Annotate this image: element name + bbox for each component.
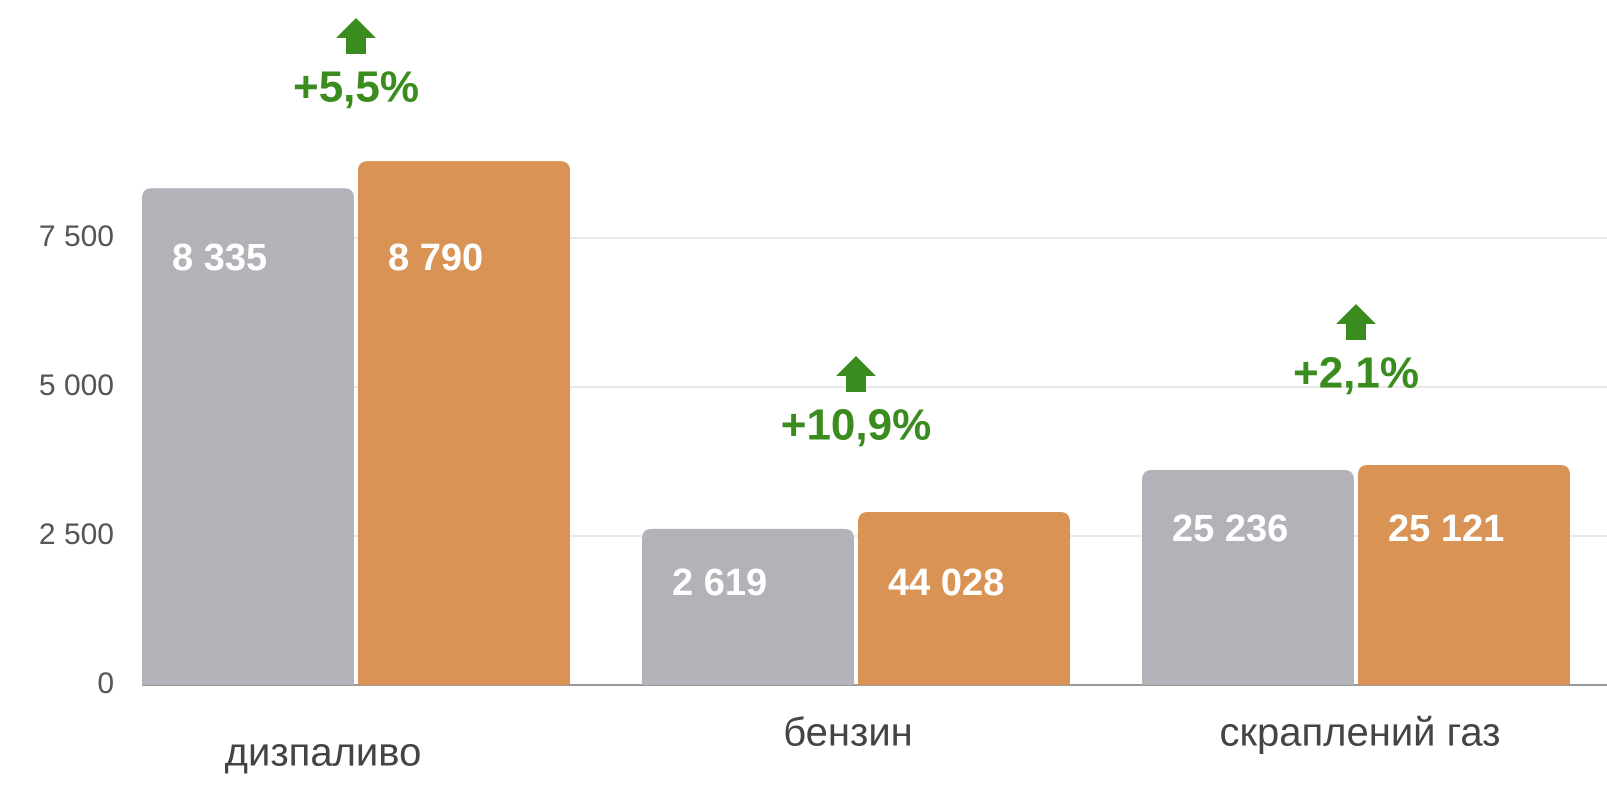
x-tick-label: бензин xyxy=(783,711,913,755)
change-label: +10,9% xyxy=(781,401,931,450)
bar-label: 25 121 xyxy=(1388,508,1504,550)
bar-label: 44 028 xyxy=(888,562,1004,604)
y-tick-label: 0 xyxy=(97,667,114,700)
change-label: +2,1% xyxy=(1293,349,1419,398)
bar-label: 25 236 xyxy=(1172,508,1288,550)
y-tick-label: 5 000 xyxy=(39,369,114,402)
y-tick-label: 2 500 xyxy=(39,518,114,551)
up-arrow xyxy=(336,18,376,54)
bar-label: 2 619 xyxy=(672,562,767,604)
bar xyxy=(358,161,570,686)
bar xyxy=(1358,465,1570,685)
x-tick-label: скраплений газ xyxy=(1220,711,1501,755)
bar-label: 8 335 xyxy=(172,237,267,279)
bar xyxy=(642,528,854,685)
bar xyxy=(858,511,1070,685)
change-label: +5,5% xyxy=(293,63,419,112)
up-arrow xyxy=(836,356,876,392)
bar xyxy=(1142,470,1354,685)
y-tick-label: 7 500 xyxy=(39,220,114,253)
x-tick-label: дизпаливо xyxy=(225,731,422,775)
up-arrow xyxy=(1336,304,1376,340)
bar xyxy=(142,188,354,685)
bar-label: 8 790 xyxy=(388,237,483,279)
